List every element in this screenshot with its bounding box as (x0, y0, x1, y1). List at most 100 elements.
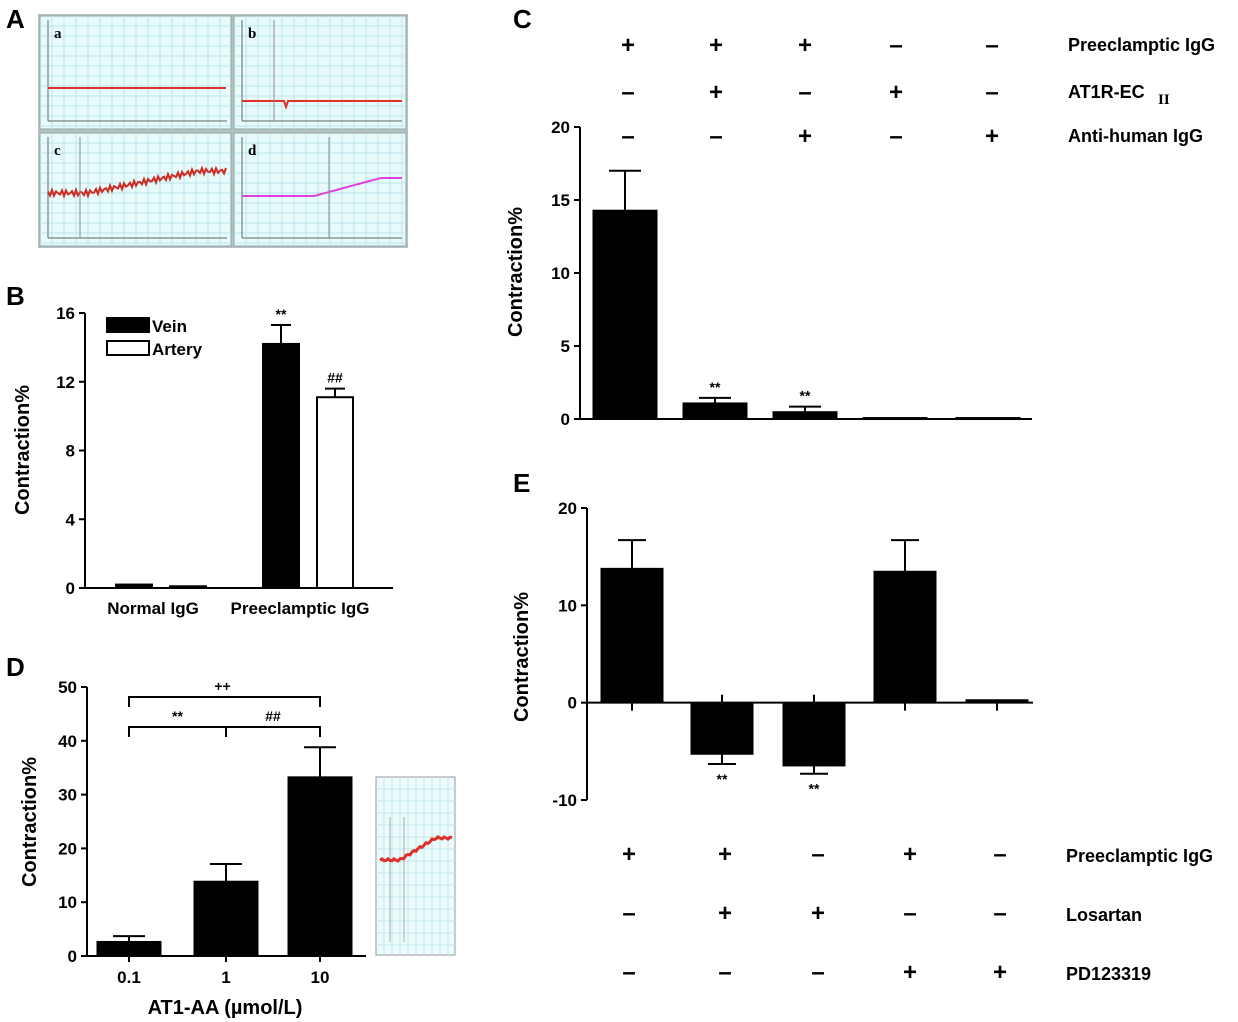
condition-label: Preeclamptic IgG (1066, 846, 1213, 866)
x-category-label: 10 (311, 968, 330, 987)
trace-line-b (242, 100, 402, 111)
significance-label: ** (717, 771, 728, 787)
bar (600, 567, 664, 704)
bar (955, 417, 1021, 421)
condition-sign: – (985, 32, 998, 59)
y-tick-label: 10 (551, 264, 570, 283)
y-axis-title: Contraction% (505, 207, 527, 337)
x-category-label: 1 (221, 968, 230, 987)
condition-sign: + (798, 123, 812, 150)
panel-c-chart: 0 5 10 15 20 Contraction% ** ** + + + – – Preeclampti… (505, 32, 1215, 429)
condition-label: Anti-human IgG (1068, 126, 1203, 146)
panel-e-chart: -10 0 10 20 Contraction% ** ** + + – + – Preeclampti… (511, 499, 1213, 986)
condition-sign: – (622, 900, 635, 927)
condition-label: Preeclamptic IgG (1068, 35, 1215, 55)
bar (682, 402, 748, 420)
y-tick-label: 15 (551, 191, 570, 210)
condition-sign: + (622, 841, 636, 868)
condition-sign: + (985, 123, 999, 150)
condition-sign: + (709, 79, 723, 106)
condition-sign: – (621, 79, 634, 106)
comparison-label: ++ (214, 678, 230, 694)
condition-sign: – (709, 123, 722, 150)
legend-swatch-vein (106, 317, 150, 333)
condition-sign: + (718, 900, 732, 927)
significance-label: ** (800, 388, 811, 404)
condition-sign: – (811, 959, 824, 986)
comparison-bracket (225, 726, 321, 737)
bar (965, 699, 1029, 704)
comparison-label: ** (172, 708, 183, 724)
trace-line-d (242, 177, 402, 197)
significance-label: ** (276, 306, 287, 322)
condition-sign: – (811, 841, 824, 868)
condition-sign: – (993, 900, 1006, 927)
y-tick-label: 40 (58, 732, 77, 751)
y-tick-label: 30 (58, 786, 77, 805)
panel-a-traces: a b c d (38, 14, 408, 248)
y-tick-label: 50 (58, 678, 77, 697)
bar (782, 702, 846, 767)
condition-sign: – (718, 959, 731, 986)
condition-sign: – (985, 79, 998, 106)
y-tick-label: 0 (568, 694, 577, 713)
significance-label: ** (710, 379, 721, 395)
bar-artery (316, 396, 354, 589)
y-tick-label: 20 (558, 499, 577, 518)
comparison-bracket (128, 696, 321, 707)
bar (193, 880, 259, 957)
y-tick-label: 4 (66, 510, 76, 529)
y-axis-title: Contraction% (511, 592, 533, 722)
condition-sign: + (889, 79, 903, 106)
legend-label: Vein (152, 317, 187, 336)
condition-label: Losartan (1066, 905, 1142, 925)
trace-thumbnail-d (233, 132, 407, 247)
y-tick-label: 20 (551, 118, 570, 137)
comparison-bracket (128, 726, 227, 737)
x-axis-title: AT1-AA (µmol/L) (148, 997, 303, 1019)
condition-sign: + (811, 900, 825, 927)
trace-line-c (47, 165, 227, 199)
panel-label-a: A (6, 4, 25, 34)
y-tick-label: 0 (66, 579, 75, 598)
y-tick-label: 0 (561, 410, 570, 429)
y-tick-label: 20 (58, 839, 77, 858)
bar (862, 417, 928, 421)
condition-sign: + (718, 841, 732, 868)
panel-d-chart: 0 10 20 30 40 50 Contraction% AT1-AA (µmol/L) 0.… (19, 678, 456, 1019)
y-axis-title: Contraction% (19, 757, 41, 887)
y-tick-label: 10 (558, 596, 577, 615)
bar-artery (169, 585, 207, 589)
condition-sign: – (798, 79, 811, 106)
significance-label: ** (809, 781, 820, 797)
condition-sign: + (993, 959, 1007, 986)
inset-trace-line (379, 834, 453, 863)
y-tick-label: 8 (66, 442, 75, 461)
condition-sign: – (621, 123, 634, 150)
bar (96, 940, 162, 957)
trace-thumbnail-b (233, 15, 407, 130)
bar (287, 776, 353, 957)
bar (772, 411, 838, 420)
y-tick-label: -10 (552, 791, 577, 810)
bar-vein (115, 583, 153, 589)
panel-label-d: D (6, 652, 25, 682)
condition-sign: + (903, 841, 917, 868)
panel-label-e: E (513, 468, 530, 498)
bar (690, 702, 754, 755)
condition-sign: – (889, 32, 902, 59)
significance-label: ## (327, 370, 343, 386)
x-category-label: 0.1 (117, 968, 141, 987)
condition-sign: – (622, 959, 635, 986)
panel-label-b: B (6, 281, 25, 311)
condition-label: PD123319 (1066, 964, 1151, 984)
trace-letter-a: a (54, 26, 62, 42)
trace-letter-b: b (248, 26, 256, 42)
condition-sign: – (903, 900, 916, 927)
condition-sign: + (709, 32, 723, 59)
condition-sign: + (798, 32, 812, 59)
condition-label-subscript: II (1158, 92, 1170, 108)
y-tick-label: 16 (56, 304, 75, 323)
bar (873, 570, 937, 704)
